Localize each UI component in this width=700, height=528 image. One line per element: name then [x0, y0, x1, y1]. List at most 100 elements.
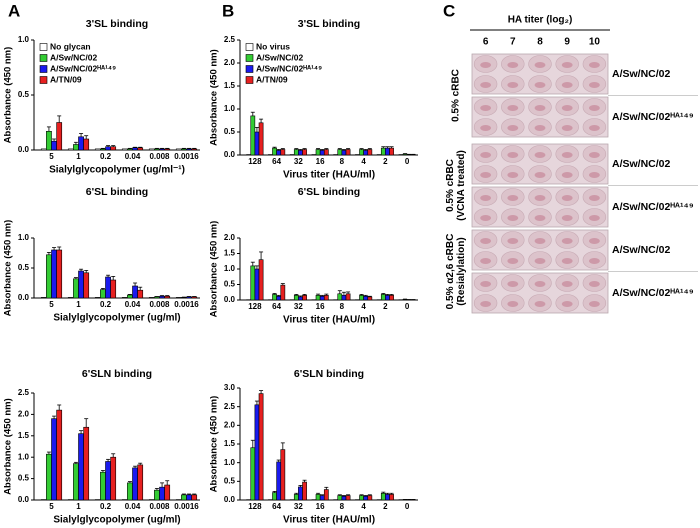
- error-bar: [324, 293, 329, 296]
- error-bar: [363, 495, 368, 497]
- x-tick-label: 32: [294, 157, 303, 166]
- y-tick-label: 1.0: [18, 233, 30, 242]
- legend-label: A/TN/09: [256, 74, 288, 84]
- x-axis-label: Sialylglycopolymer (ug/ml⁻¹): [49, 165, 185, 176]
- error-bar: [302, 479, 307, 483]
- bar: [337, 293, 343, 301]
- bar: [389, 147, 394, 156]
- error-bar: [250, 439, 255, 448]
- error-bar: [127, 293, 132, 295]
- error-bar: [363, 149, 368, 151]
- bar: [355, 299, 360, 301]
- x-tick-label: 1: [76, 152, 81, 161]
- legend-swatch: [39, 76, 48, 84]
- rbc-button: [480, 152, 492, 158]
- x-tick-label: 128: [248, 502, 262, 511]
- error-bar: [346, 494, 351, 496]
- error-bar: [46, 126, 51, 132]
- bar: [385, 295, 390, 301]
- y-tick-label: 0.5: [224, 280, 236, 289]
- error-bar: [341, 291, 346, 296]
- y-tick-label: 1.0: [224, 458, 236, 467]
- rbc-button: [507, 238, 519, 244]
- error-bar: [324, 486, 329, 490]
- x-tick-label: 8: [340, 157, 345, 166]
- error-bar: [337, 494, 342, 496]
- error-bar: [165, 480, 170, 486]
- legend-label: A/Sw/NC/02ᴴᴬ¹⁴⁹: [256, 63, 322, 73]
- x-tick-label: 0: [405, 157, 410, 166]
- bar: [191, 494, 198, 501]
- error-bar: [73, 141, 78, 145]
- error-bar: [192, 147, 197, 149]
- ha-title: HA titer (log₂): [508, 15, 573, 26]
- rbc-button: [561, 258, 573, 264]
- error-bar: [367, 295, 372, 297]
- bar: [100, 289, 106, 299]
- rbc-button: [588, 152, 600, 158]
- error-bar: [324, 148, 329, 150]
- x-tick-label: 0.2: [100, 152, 112, 161]
- bar: [164, 484, 171, 501]
- bar: [67, 499, 74, 501]
- x-tick-label: 128: [248, 302, 262, 311]
- x-tick-label: 8: [340, 502, 345, 511]
- rbc-button: [534, 105, 546, 111]
- panel-label: B: [222, 1, 234, 20]
- bar: [121, 499, 128, 501]
- rbc-button: [588, 238, 600, 244]
- bar: [250, 447, 256, 501]
- ha-row-label: A/Sw/NC/02ᴴᴬ¹⁴⁹: [612, 287, 694, 299]
- bar: [105, 461, 111, 501]
- bar: [380, 147, 386, 156]
- rbc-button: [561, 62, 573, 68]
- x-tick-label: 0.008: [149, 300, 170, 309]
- bar: [127, 482, 133, 501]
- y-tick-label: 0.5: [18, 474, 30, 483]
- error-bar: [84, 418, 89, 428]
- bar: [367, 495, 373, 501]
- x-tick-label: 64: [272, 502, 281, 511]
- rbc-button: [534, 215, 546, 221]
- x-tick-label: 4: [361, 502, 366, 511]
- error-bar: [341, 149, 346, 151]
- bar: [363, 295, 369, 301]
- bar: [376, 299, 382, 301]
- bar: [355, 154, 360, 156]
- error-bar: [181, 147, 186, 149]
- bar: [311, 499, 317, 501]
- error-bar: [294, 492, 299, 495]
- error-bar: [187, 493, 192, 495]
- chart-title: 3'SL binding: [298, 18, 360, 30]
- bar: [191, 148, 198, 151]
- error-bar: [346, 148, 351, 150]
- ha-column-label: 9: [564, 37, 570, 48]
- error-bar: [181, 493, 186, 495]
- bar: [385, 147, 390, 156]
- error-bar: [250, 261, 255, 266]
- error-bar: [254, 265, 259, 269]
- bar: [289, 154, 295, 156]
- bar: [154, 489, 160, 501]
- y-tick-label: 2.0: [224, 420, 236, 429]
- error-bar: [259, 251, 264, 260]
- error-bar: [254, 127, 259, 132]
- bar: [319, 495, 325, 501]
- y-axis-label: Absorbance (450 nm): [209, 396, 220, 493]
- rbc-button: [561, 215, 573, 221]
- y-tick-label: 0.0: [18, 495, 30, 504]
- y-tick-label: 1.5: [224, 439, 236, 448]
- bar: [56, 122, 63, 151]
- error-bar: [84, 269, 89, 273]
- bar: [389, 494, 394, 501]
- x-tick-label: 0.0016: [174, 300, 199, 309]
- rbc-button: [588, 281, 600, 287]
- bar: [175, 148, 182, 151]
- x-tick-label: 0.2: [100, 300, 112, 309]
- error-bar: [389, 294, 394, 296]
- error-bar: [359, 148, 364, 150]
- error-bar: [320, 294, 325, 297]
- rbc-button: [588, 62, 600, 68]
- bar: [73, 278, 79, 299]
